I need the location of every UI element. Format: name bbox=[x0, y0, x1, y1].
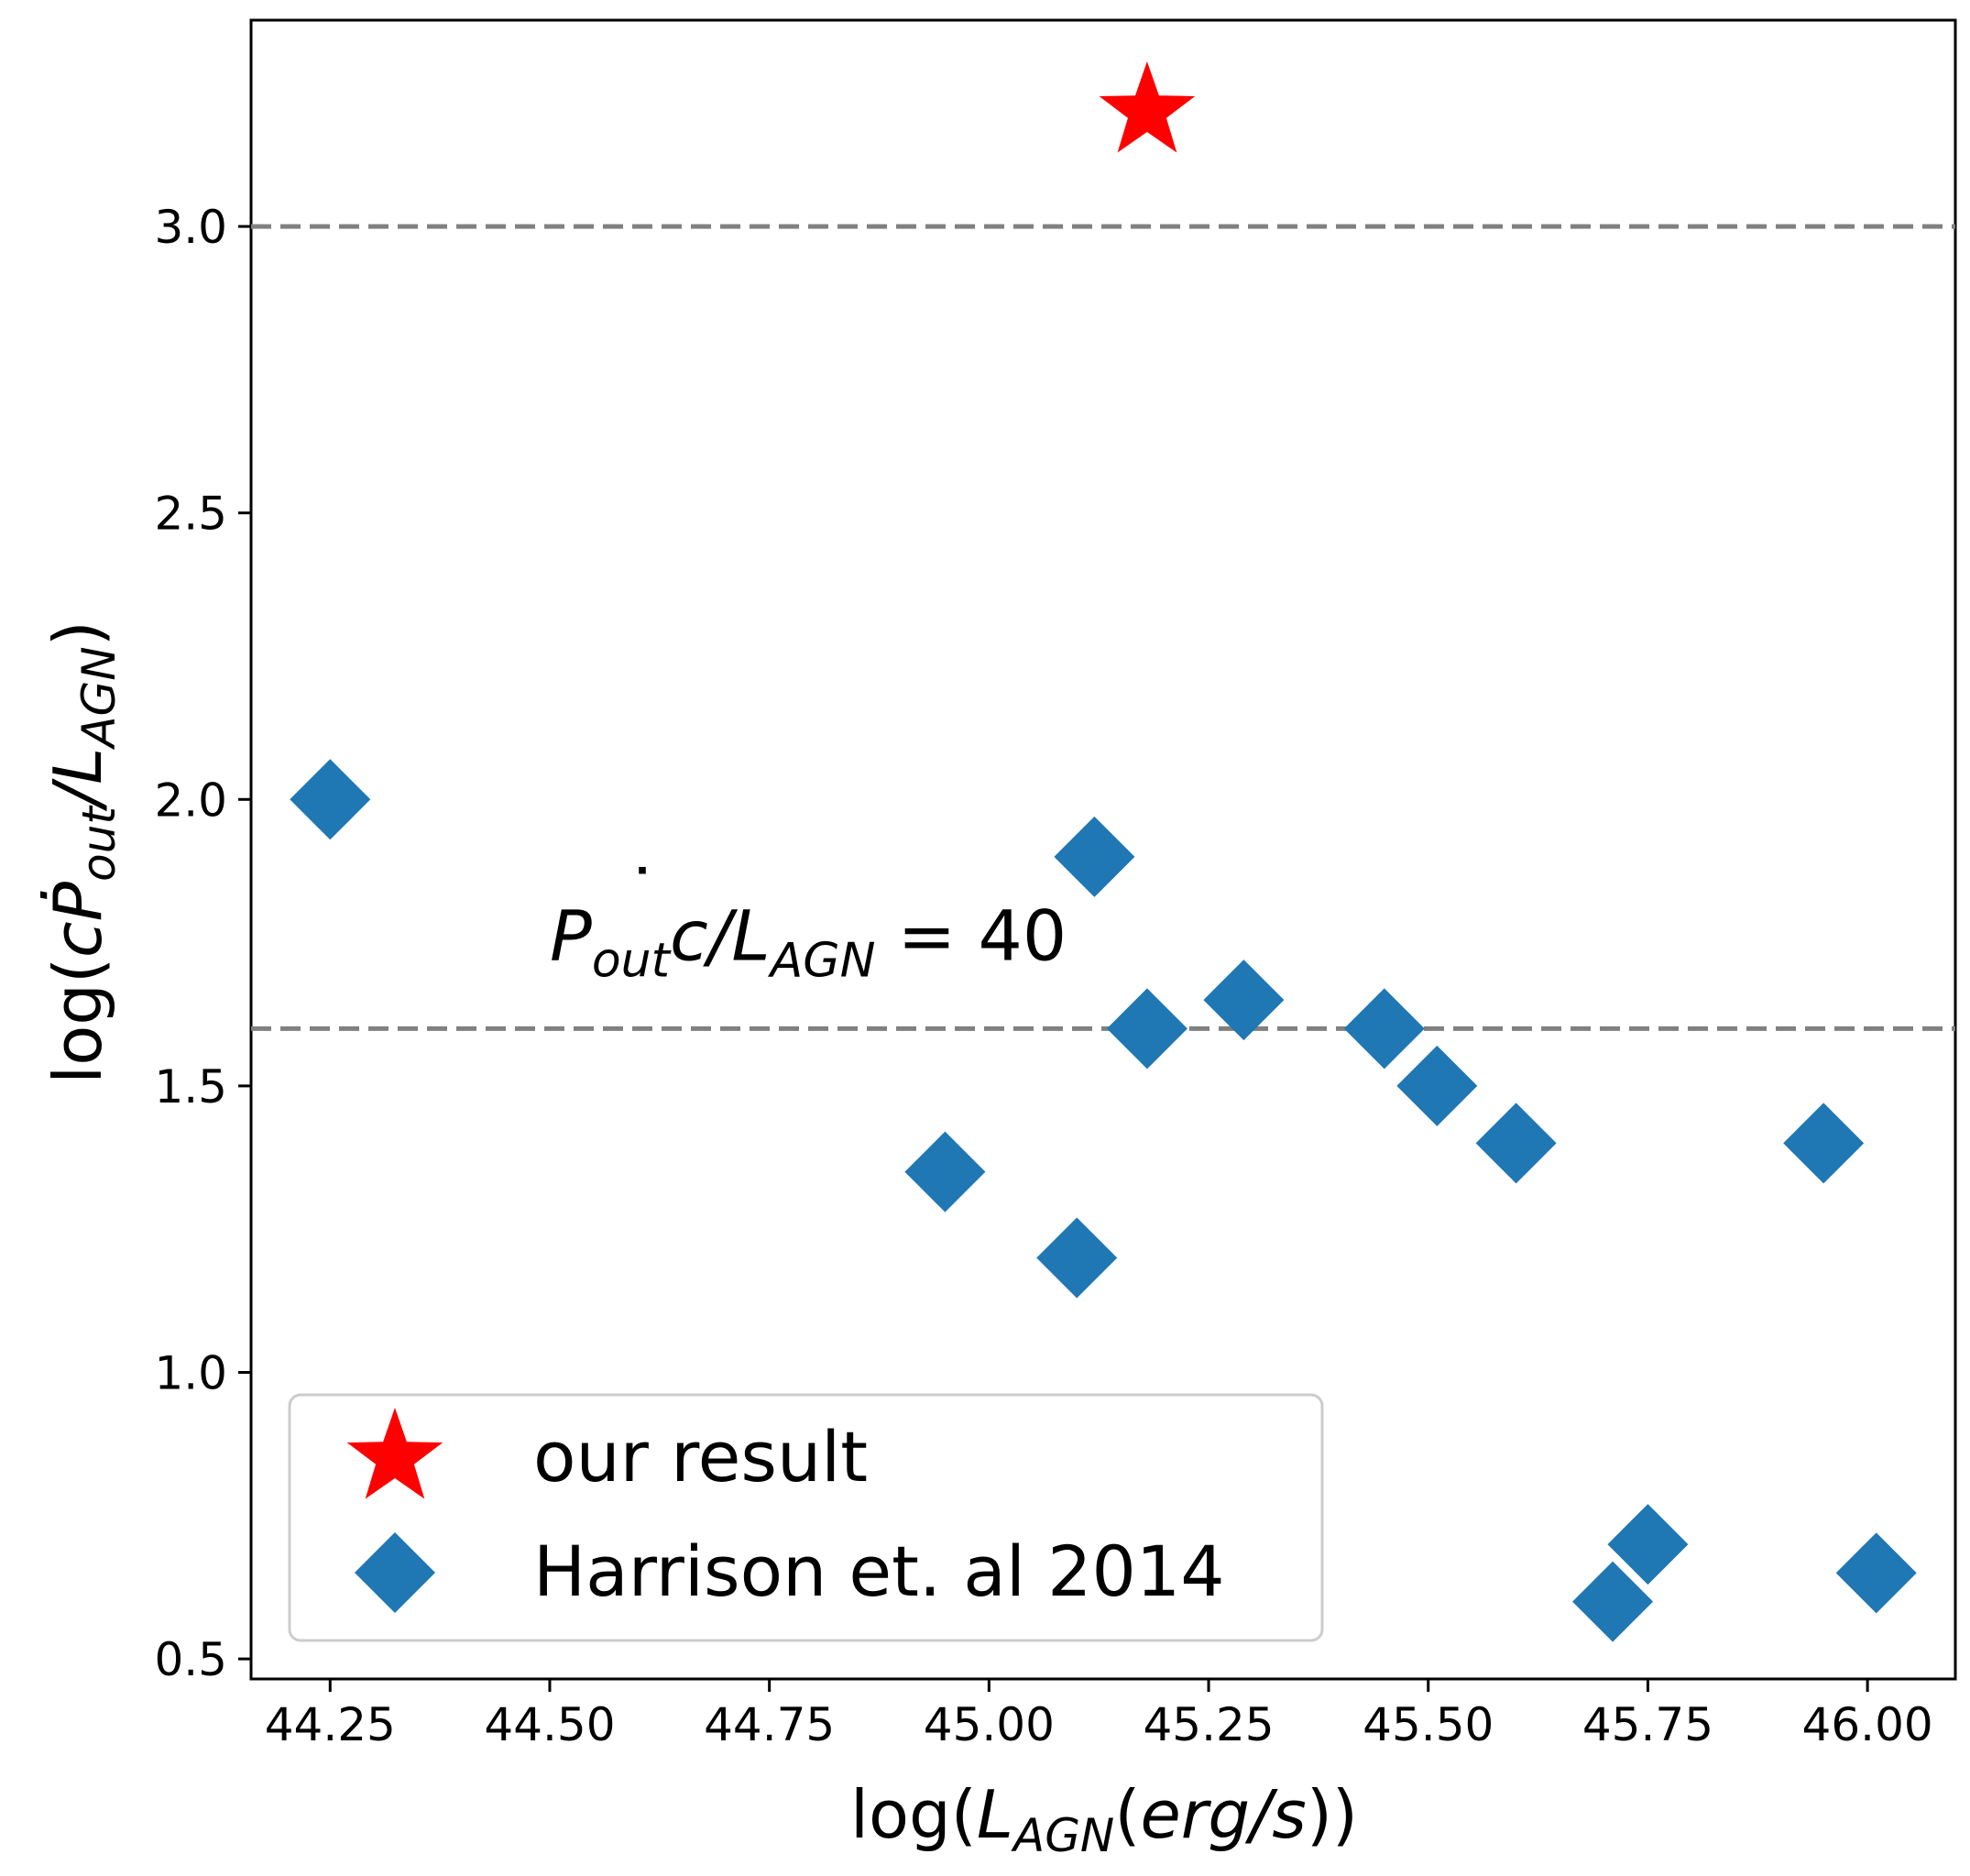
y-tick-label: 2.0 bbox=[154, 773, 227, 827]
y-axis-label-slash: /L bbox=[39, 748, 116, 812]
legend-label-harrison: Harrison et. al 2014 bbox=[533, 1530, 1225, 1612]
diamond-marker bbox=[1203, 960, 1285, 1041]
diamond-marker bbox=[290, 759, 371, 840]
y-tick-label: 1.5 bbox=[154, 1060, 227, 1114]
y-tick-label: 2.5 bbox=[154, 488, 227, 541]
diamond-marker bbox=[1475, 1103, 1557, 1184]
x-axis-label: log(LAGN(erg/s)) bbox=[850, 1776, 1358, 1862]
y-tick-label: 0.5 bbox=[154, 1633, 227, 1686]
x-tick-label: 45.75 bbox=[1582, 1698, 1713, 1751]
diamond-marker bbox=[1343, 988, 1425, 1070]
y-tick-label: 3.0 bbox=[154, 201, 227, 254]
annotation-label: Poutc/LAGN = 40 bbox=[550, 894, 1067, 988]
x-axis-label-unit: erg/s bbox=[1140, 1776, 1306, 1853]
diamond-marker bbox=[1835, 1532, 1917, 1614]
x-tick-label: 44.25 bbox=[265, 1698, 396, 1751]
x-tick-label: 44.75 bbox=[704, 1698, 835, 1751]
x-tick-label: 45.00 bbox=[924, 1698, 1055, 1751]
legend: our result Harrison et. al 2014 bbox=[288, 1393, 1324, 1642]
y-axis-label-sub-agn: AGN bbox=[72, 646, 126, 750]
diamond-marker bbox=[904, 1131, 986, 1212]
legend-label-our-result: our result bbox=[533, 1416, 868, 1498]
x-axis-label-var: L bbox=[977, 1776, 1013, 1853]
legend-star-icon bbox=[346, 1408, 443, 1499]
diamond-marker bbox=[1054, 816, 1135, 897]
star-marker bbox=[1099, 61, 1196, 153]
diamond-marker bbox=[1396, 1045, 1478, 1126]
legend-box bbox=[288, 1393, 1324, 1642]
legend-marker-star bbox=[346, 1408, 443, 1499]
y-axis-label-post: ) bbox=[39, 620, 116, 646]
y-axis-label-pre: log( bbox=[39, 958, 116, 1084]
y-axis-label-sub-out: out bbox=[72, 805, 126, 882]
x-tick-label: 45.50 bbox=[1363, 1698, 1494, 1751]
x-tick-label: 44.50 bbox=[484, 1698, 615, 1751]
data-markers bbox=[290, 61, 1917, 1642]
x-axis-label-pre: log( bbox=[850, 1776, 977, 1853]
x-tick-label: 46.00 bbox=[1802, 1698, 1933, 1751]
annotation-var: P bbox=[550, 894, 592, 976]
y-axis-label-var: cṖ bbox=[39, 881, 116, 958]
axis-ticks: 44.25 44.50 44.75 45.00 45.25 45.50 45.75 46.00… bbox=[154, 201, 1932, 1751]
plot-area bbox=[249, 18, 1957, 1681]
x-axis-label-sub: AGN bbox=[1011, 1809, 1114, 1862]
diamond-marker bbox=[1607, 1504, 1689, 1585]
annotation-sub-agn: AGN bbox=[768, 933, 876, 988]
x-tick-label: 45.25 bbox=[1143, 1698, 1274, 1751]
y-tick-label: 1.0 bbox=[154, 1347, 227, 1400]
annotation-sub-out: out bbox=[592, 933, 672, 988]
annotation-dot: ˙ bbox=[625, 854, 660, 936]
diamond-marker bbox=[1036, 1217, 1118, 1299]
legend-marker-diamond bbox=[355, 1532, 435, 1613]
legend-diamond-icon bbox=[355, 1532, 435, 1613]
diamond-marker bbox=[1783, 1103, 1865, 1184]
diamond-marker bbox=[1572, 1561, 1654, 1642]
x-axis-label-mid: ( bbox=[1114, 1776, 1140, 1853]
plot-frame bbox=[249, 18, 1957, 1681]
reference-lines bbox=[251, 224, 1955, 1031]
annotation-rhs: = 40 bbox=[875, 894, 1067, 976]
annotation-mid: c/L bbox=[670, 894, 771, 976]
y-axis-label: log(cṖout/LAGN) bbox=[39, 620, 126, 1084]
diamond-marker bbox=[1106, 988, 1187, 1070]
x-axis-label-post: )) bbox=[1307, 1776, 1358, 1853]
